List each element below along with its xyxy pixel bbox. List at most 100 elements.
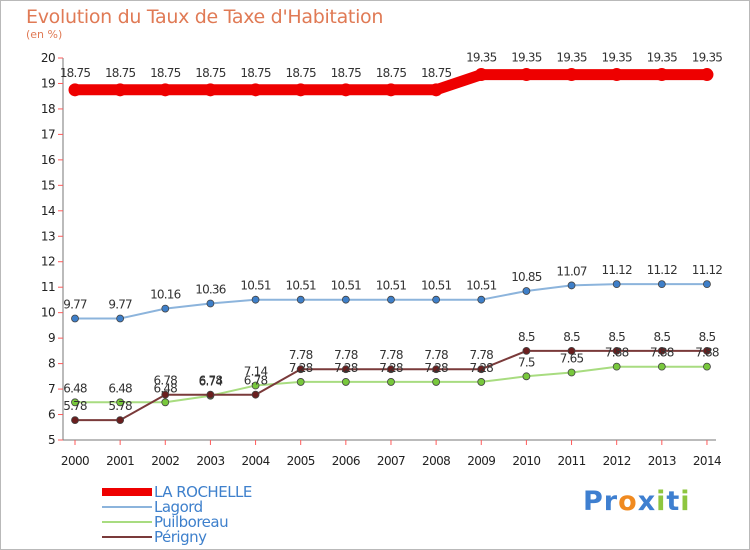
data-point-puilboreau <box>477 378 486 386</box>
data-point-p-rigny <box>341 365 350 374</box>
y-tick-label: 10 <box>41 306 55 320</box>
data-label-puilboreau: 7.5 <box>518 355 535 369</box>
data-label-la-rochelle: 18.75 <box>331 66 362 80</box>
data-point-puilboreau <box>657 362 666 371</box>
data-point-lagord <box>477 295 486 304</box>
legend-label: Puilboreau <box>154 513 229 531</box>
data-label-la-rochelle: 19.35 <box>647 51 678 65</box>
data-point-lagord <box>161 304 170 313</box>
x-tick-label: 2003 <box>196 454 224 468</box>
data-label-p-rigny: 7.78 <box>469 348 493 362</box>
data-label-la-rochelle: 18.75 <box>286 66 317 80</box>
data-label-p-rigny: 7.78 <box>379 348 403 362</box>
data-point-puilboreau <box>251 381 260 390</box>
data-point-puilboreau <box>296 378 305 386</box>
y-tick-label: 15 <box>41 178 55 192</box>
data-point-la-rochelle <box>158 83 172 97</box>
data-label-p-rigny: 7.78 <box>334 348 358 362</box>
legend-swatch <box>102 488 152 496</box>
x-tick-label: 2006 <box>332 454 360 468</box>
y-tick-label: 17 <box>41 127 55 141</box>
y-tick-label: 6 <box>48 408 55 422</box>
y-tick-label: 8 <box>48 357 55 371</box>
data-point-p-rigny <box>567 346 576 355</box>
data-label-lagord: 10.51 <box>376 279 407 293</box>
data-point-lagord <box>296 295 305 304</box>
data-point-lagord <box>657 280 666 289</box>
data-label-la-rochelle: 18.75 <box>421 66 452 80</box>
y-tick-label: 16 <box>41 153 55 167</box>
data-point-p-rigny <box>612 346 621 355</box>
data-point-puilboreau <box>71 398 79 407</box>
x-tick-label: 2011 <box>557 454 585 468</box>
legend-item-lagord: Lagord <box>102 498 362 516</box>
data-point-la-rochelle <box>429 83 443 97</box>
data-label-p-rigny: 6.78 <box>154 374 178 388</box>
legend-label: Périgny <box>154 528 207 546</box>
logo-letter: P <box>583 486 604 517</box>
legend-swatch <box>102 521 152 523</box>
data-point-p-rigny <box>703 346 711 355</box>
data-label-p-rigny: 8.5 <box>653 330 670 344</box>
data-point-puilboreau <box>703 362 711 371</box>
x-tick-label: 2005 <box>287 454 315 468</box>
legend-item-p-rigny: Périgny <box>102 528 362 546</box>
data-point-la-rochelle <box>610 68 624 82</box>
x-tick-label: 2014 <box>693 454 721 468</box>
y-tick-label: 20 <box>41 51 55 65</box>
legend-swatch <box>102 506 152 508</box>
data-point-p-rigny <box>477 365 486 374</box>
data-point-la-rochelle <box>294 83 308 97</box>
data-label-lagord: 10.16 <box>150 288 181 302</box>
data-label-puilboreau: 7.88 <box>650 346 674 360</box>
data-point-p-rigny <box>251 390 260 399</box>
data-label-la-rochelle: 19.35 <box>466 51 497 65</box>
x-tick-label: 2007 <box>377 454 405 468</box>
x-tick-label: 2001 <box>106 454 134 468</box>
data-label-puilboreau: 6.48 <box>154 381 178 395</box>
data-point-la-rochelle <box>203 83 217 97</box>
data-point-lagord <box>522 287 531 295</box>
data-point-p-rigny <box>116 416 125 425</box>
logo-letter: r <box>603 486 619 517</box>
y-tick-label: 11 <box>41 280 55 294</box>
data-point-la-rochelle <box>113 83 127 97</box>
data-point-p-rigny <box>387 365 395 374</box>
data-point-lagord <box>703 280 711 289</box>
data-label-lagord: 9.77 <box>108 298 132 312</box>
data-label-lagord: 9.77 <box>63 298 87 312</box>
data-label-puilboreau: 7.88 <box>695 346 719 360</box>
data-point-puilboreau <box>161 398 170 407</box>
data-point-puilboreau <box>341 378 350 386</box>
data-point-p-rigny <box>432 365 441 374</box>
data-point-la-rochelle <box>700 68 714 82</box>
proxiti-logo: Proxiti <box>583 486 691 517</box>
data-label-puilboreau: 7.28 <box>424 361 448 375</box>
data-label-lagord: 11.12 <box>602 263 633 277</box>
data-label-lagord: 10.51 <box>421 279 452 293</box>
data-point-lagord <box>251 295 260 304</box>
y-tick-label: 14 <box>41 204 55 218</box>
data-point-puilboreau <box>612 362 621 371</box>
data-label-p-rigny: 5.78 <box>63 399 87 413</box>
data-point-p-rigny <box>161 390 170 399</box>
data-point-puilboreau <box>387 378 395 386</box>
data-label-p-rigny: 8.5 <box>518 330 535 344</box>
data-point-p-rigny <box>657 346 666 355</box>
data-point-lagord <box>206 299 215 308</box>
data-label-lagord: 11.12 <box>647 263 678 277</box>
data-label-p-rigny: 8.5 <box>699 330 716 344</box>
data-label-la-rochelle: 19.35 <box>692 51 723 65</box>
data-label-la-rochelle: 18.75 <box>150 66 181 80</box>
data-label-puilboreau: 7.65 <box>560 352 584 366</box>
x-tick-label: 2000 <box>61 454 89 468</box>
logo-letter: o <box>618 486 638 517</box>
data-label-la-rochelle: 18.75 <box>240 66 271 80</box>
data-point-puilboreau <box>116 398 125 407</box>
data-point-puilboreau <box>432 378 441 386</box>
data-point-p-rigny <box>522 346 531 355</box>
legend-label: Lagord <box>154 498 203 516</box>
data-point-puilboreau <box>522 372 531 381</box>
y-tick-label: 7 <box>48 382 55 396</box>
